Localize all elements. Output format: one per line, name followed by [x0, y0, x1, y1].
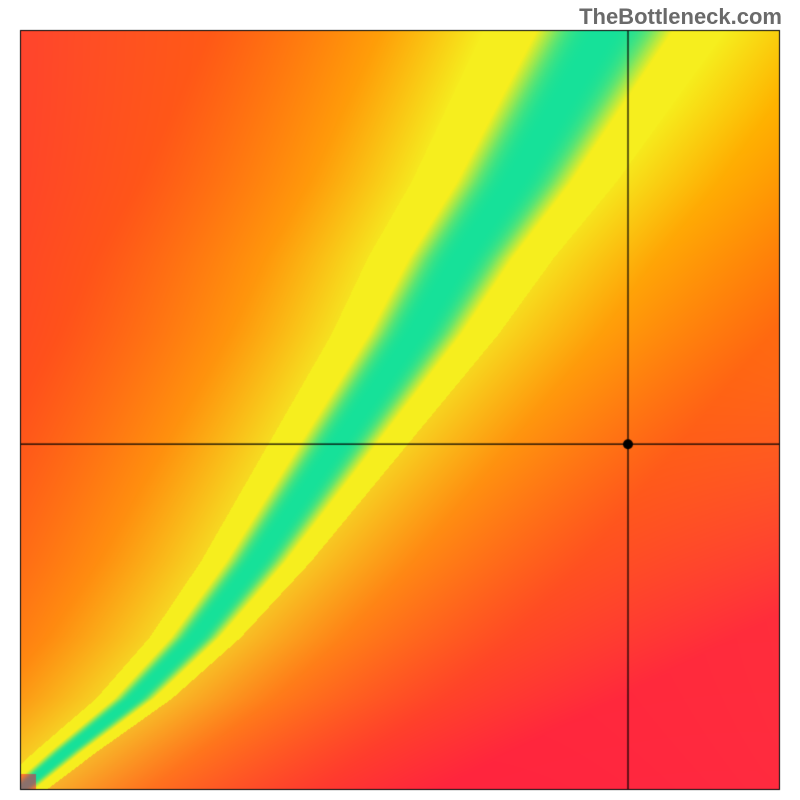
chart-container: TheBottleneck.com	[0, 0, 800, 800]
watermark-text: TheBottleneck.com	[579, 4, 782, 30]
bottleneck-heatmap	[0, 0, 800, 800]
